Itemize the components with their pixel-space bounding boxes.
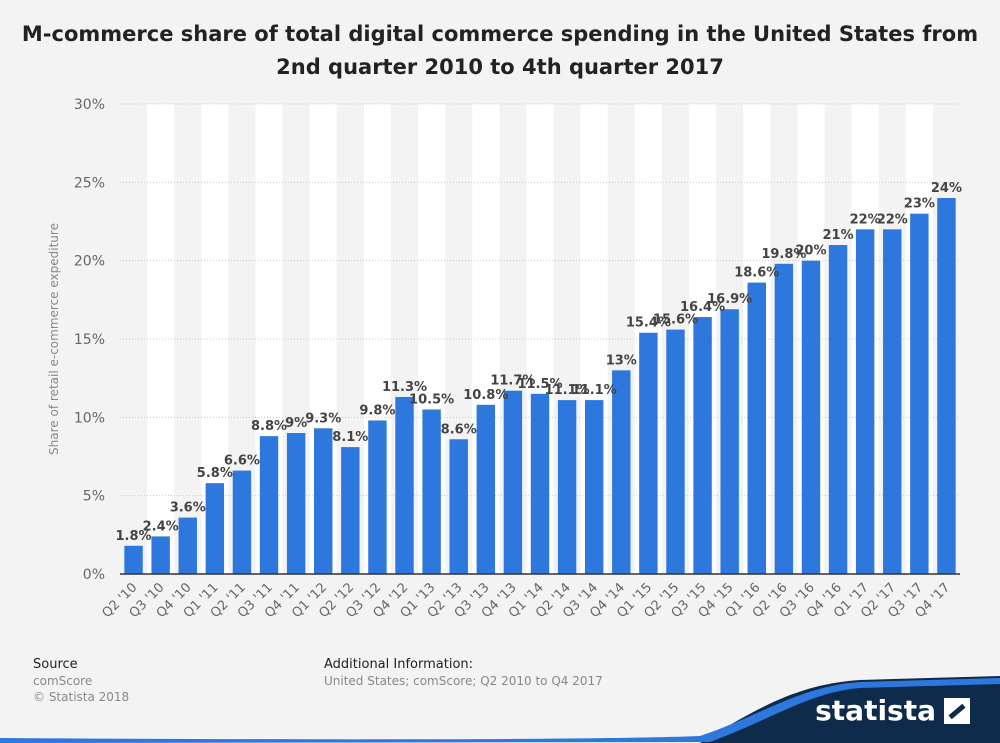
y-tick-label: 5% [83, 489, 105, 505]
data-label: 15.6% [653, 313, 698, 328]
bar[interactable] [801, 260, 821, 574]
data-label: 1.8% [116, 529, 152, 544]
data-label: 11.1% [572, 383, 617, 398]
bar[interactable] [720, 309, 739, 574]
bar[interactable] [747, 282, 766, 574]
data-label: 22% [850, 212, 881, 227]
data-label: 18.6% [734, 266, 779, 281]
additional-info-text: United States; comScore; Q2 2010 to Q4 2… [324, 674, 603, 688]
bar[interactable] [612, 370, 631, 574]
y-tick-label: 10% [74, 410, 105, 426]
bar[interactable] [476, 404, 496, 574]
data-label: 8.8% [251, 419, 287, 434]
data-label: 11.1% [545, 383, 590, 398]
bar[interactable] [341, 447, 360, 574]
data-label: 6.6% [224, 454, 260, 469]
data-label: 9.8% [359, 403, 395, 418]
data-label: 21% [823, 228, 854, 243]
bar[interactable] [314, 428, 333, 574]
bar[interactable] [937, 198, 956, 574]
data-label: 10.8% [463, 388, 508, 403]
data-label: 16.4% [680, 300, 725, 315]
bar[interactable] [368, 420, 387, 574]
data-label: 3.6% [170, 501, 206, 516]
bar[interactable] [584, 400, 604, 574]
bar[interactable] [422, 409, 441, 575]
bar[interactable] [124, 545, 143, 574]
column-stripe [147, 104, 175, 574]
bar[interactable] [557, 400, 577, 574]
data-label: 20% [795, 244, 826, 259]
bar[interactable] [205, 483, 225, 574]
source-heading: Source [33, 657, 78, 672]
bar[interactable] [530, 393, 550, 574]
y-tick-label: 20% [74, 254, 105, 270]
statista-logo[interactable]: statista [815, 694, 970, 727]
bar[interactable] [693, 317, 712, 574]
brand-banner [0, 676, 1000, 743]
statista-logo-icon [944, 697, 970, 724]
data-label: 8.6% [441, 422, 477, 437]
data-label: 23% [904, 197, 935, 212]
bar[interactable] [503, 390, 523, 574]
data-label: 8.1% [332, 430, 368, 445]
source-name[interactable]: comScore [33, 674, 93, 688]
data-label: 19.8% [761, 247, 806, 262]
data-label: 11.5% [517, 377, 562, 392]
chart-title: M-commerce share of total digital commer… [21, 22, 979, 79]
data-label: 9.3% [305, 411, 341, 426]
data-label: 22% [877, 212, 908, 227]
bar[interactable] [666, 329, 685, 574]
additional-info-block: Additional Information: United States; c… [324, 657, 603, 689]
bar[interactable] [286, 433, 306, 574]
data-label: 13% [606, 353, 637, 368]
additional-info-heading: Additional Information: [324, 657, 474, 672]
data-label: 5.8% [197, 466, 233, 481]
data-label: 15.4% [626, 316, 671, 331]
y-tick-label: 0% [83, 567, 105, 583]
bar[interactable] [259, 436, 279, 574]
bar[interactable] [151, 536, 170, 574]
y-tick-label: 30% [74, 97, 105, 113]
bar[interactable] [639, 332, 658, 574]
bar[interactable] [828, 245, 848, 574]
data-label: 9% [285, 416, 307, 431]
y-axis-title: Share of retail e-commerce expediture [47, 223, 61, 455]
bar[interactable] [774, 263, 794, 574]
bar[interactable] [855, 229, 875, 575]
bar[interactable] [395, 396, 414, 574]
bar[interactable] [449, 439, 468, 574]
bar[interactable] [232, 470, 252, 574]
source-block: Source comScore © Statista 2018 [33, 657, 129, 705]
y-tick-label: 25% [74, 175, 105, 191]
bar[interactable] [910, 213, 929, 574]
data-label: 10.5% [409, 393, 454, 408]
copyright-text: © Statista 2018 [33, 690, 130, 704]
bar[interactable] [883, 229, 902, 575]
bar[interactable] [178, 517, 197, 574]
data-label: 16.9% [707, 292, 752, 307]
y-tick-label: 15% [74, 332, 105, 348]
data-label: 2.4% [143, 519, 179, 534]
data-label: 24% [931, 181, 962, 196]
data-label: 11.7% [490, 374, 535, 389]
brand-name: statista [815, 694, 936, 727]
data-label: 11.3% [382, 380, 427, 395]
